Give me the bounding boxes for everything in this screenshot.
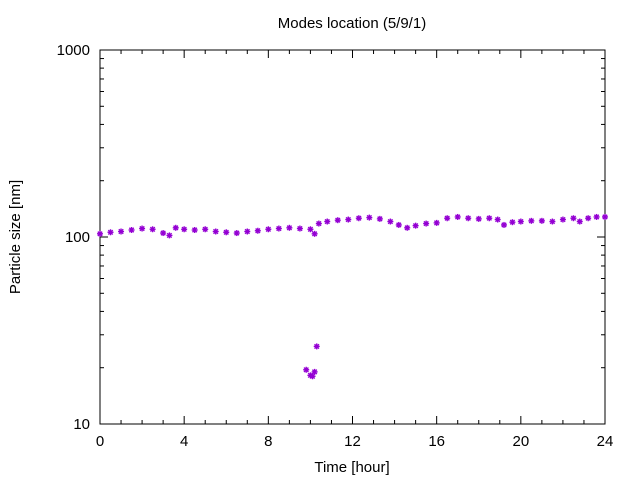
data-point xyxy=(387,218,394,225)
data-point xyxy=(593,213,600,220)
data-point xyxy=(585,215,592,222)
data-point xyxy=(324,218,331,225)
data-point xyxy=(475,215,482,222)
data-point xyxy=(265,226,272,233)
data-point xyxy=(286,224,293,231)
data-point xyxy=(494,216,501,223)
data-point xyxy=(528,217,535,224)
data-point xyxy=(345,216,352,223)
data-point xyxy=(454,213,461,220)
x-tick-label: 0 xyxy=(96,433,104,450)
data-point xyxy=(202,226,209,233)
data-point xyxy=(296,225,303,232)
data-point xyxy=(223,229,230,236)
x-tick-label: 16 xyxy=(428,433,445,450)
data-point xyxy=(376,215,383,222)
data-point xyxy=(107,229,114,236)
data-point xyxy=(97,230,103,237)
data-point xyxy=(404,224,411,231)
data-point xyxy=(465,215,472,222)
data-point xyxy=(486,215,493,222)
data-point xyxy=(549,218,556,225)
data-point xyxy=(254,227,261,234)
data-point xyxy=(311,230,318,237)
data-point xyxy=(444,215,451,222)
data-point xyxy=(307,226,314,233)
data-point xyxy=(355,215,362,222)
x-tick-label: 8 xyxy=(264,433,272,450)
y-tick-label: 1000 xyxy=(57,42,90,59)
data-point xyxy=(517,218,524,225)
data-point xyxy=(315,220,322,227)
data-point xyxy=(501,221,507,228)
data-point xyxy=(395,221,402,228)
data-point xyxy=(602,213,608,220)
data-point xyxy=(433,219,440,226)
x-axis-label: Time [hour] xyxy=(314,459,389,476)
data-point xyxy=(160,230,167,237)
ticks-layer: 0 4 8 12 16 20 24 10 100 1000 xyxy=(57,42,614,450)
points-layer xyxy=(97,213,608,380)
data-point xyxy=(334,217,341,224)
data-point xyxy=(118,228,125,235)
data-point xyxy=(412,222,419,229)
data-point xyxy=(570,215,577,222)
data-point xyxy=(311,368,318,375)
data-point xyxy=(423,220,430,227)
chart-title: Modes location (5/9/1) xyxy=(278,15,426,32)
data-point xyxy=(275,225,282,232)
data-point xyxy=(212,228,219,235)
data-point xyxy=(509,219,516,226)
data-point xyxy=(191,227,198,234)
data-point xyxy=(576,218,583,225)
data-point xyxy=(366,214,373,221)
x-tick-label: 4 xyxy=(180,433,188,450)
x-tick-label: 24 xyxy=(597,433,614,450)
data-point xyxy=(172,224,179,231)
x-tick-label: 12 xyxy=(344,433,361,450)
data-point xyxy=(303,366,310,373)
x-tick-label: 20 xyxy=(512,433,529,450)
y-tick-label: 10 xyxy=(73,416,90,433)
data-point xyxy=(128,227,135,234)
data-point xyxy=(538,217,545,224)
data-point xyxy=(559,216,566,223)
data-point xyxy=(139,225,146,232)
data-point xyxy=(149,226,156,233)
y-axis-label: Particle size [nm] xyxy=(7,180,24,294)
data-point xyxy=(181,226,188,233)
data-point xyxy=(313,343,320,350)
data-point xyxy=(233,230,240,237)
plot-frame xyxy=(99,49,606,425)
data-point xyxy=(166,232,173,239)
data-point xyxy=(244,228,251,235)
y-tick-label: 100 xyxy=(65,229,90,246)
